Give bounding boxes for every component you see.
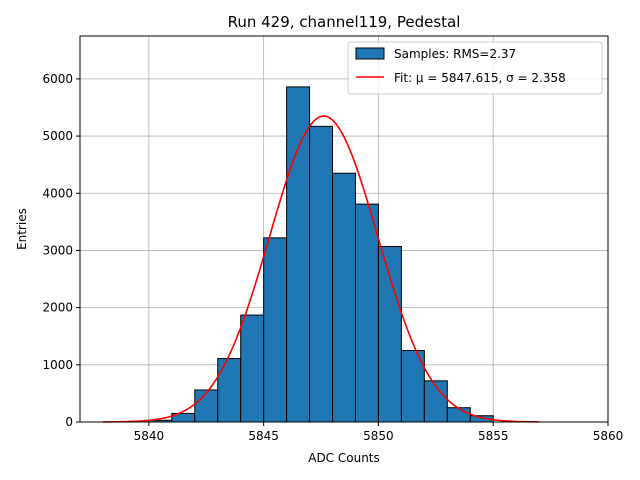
- legend: Samples: RMS=2.37 Fit: μ = 5847.615, σ =…: [347, 41, 603, 95]
- histogram-bars: [148, 86, 494, 423]
- y-tick-label: 5000: [42, 129, 73, 143]
- x-tick-label: 5845: [248, 429, 279, 443]
- histogram-bar: [194, 389, 219, 423]
- y-tick-label: 1000: [42, 358, 73, 372]
- y-axis-ticks: 0 1000 2000 3000 4000 5000 6000: [42, 72, 80, 429]
- x-tick-label: 5840: [134, 429, 165, 443]
- chart-title: Run 429, channel119, Pedestal: [228, 13, 461, 31]
- histogram-bar: [309, 125, 334, 423]
- fit-curve: [102, 115, 540, 423]
- histogram-bar: [354, 203, 379, 423]
- histogram-bar: [377, 245, 402, 423]
- y-tick-label: 3000: [42, 243, 73, 257]
- histogram-bar: [240, 314, 265, 423]
- y-tick-label: 4000: [42, 186, 73, 200]
- legend-label-samples: Samples: RMS=2.37: [394, 47, 516, 61]
- histogram-bar: [332, 172, 356, 423]
- y-tick-label: 2000: [42, 301, 73, 315]
- histogram-bar: [286, 86, 311, 423]
- histogram-bar: [446, 407, 471, 423]
- x-tick-label: 5850: [363, 429, 394, 443]
- x-tick-label: 5855: [478, 429, 509, 443]
- y-axis-label: Entries: [15, 208, 29, 250]
- y-tick-label: 0: [65, 415, 73, 429]
- y-tick-label: 6000: [42, 72, 73, 86]
- plot-area-frame: [79, 35, 609, 423]
- legend-label-fit: Fit: μ = 5847.615, σ = 2.358: [394, 71, 566, 85]
- x-axis-ticks: 5840 5845 5850 5855 5860: [134, 422, 624, 443]
- legend-box: [347, 41, 603, 95]
- x-axis-label: ADC Counts: [308, 451, 380, 465]
- x-tick-label: 5860: [593, 429, 624, 443]
- legend-swatch-samples: [355, 47, 385, 60]
- histogram-bar: [263, 237, 288, 423]
- histogram-bar: [217, 358, 242, 423]
